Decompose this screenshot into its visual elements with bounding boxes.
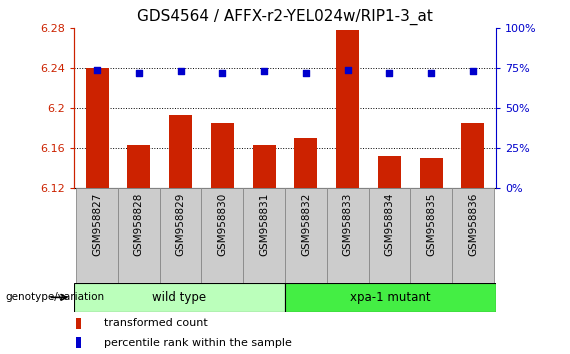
Bar bbox=[211, 123, 234, 188]
Text: transformed count: transformed count bbox=[104, 318, 207, 329]
Bar bbox=[243, 188, 285, 283]
Bar bbox=[336, 30, 359, 188]
Text: GSM958831: GSM958831 bbox=[259, 193, 269, 256]
Text: genotype/variation: genotype/variation bbox=[6, 292, 105, 302]
Point bbox=[343, 67, 352, 73]
Bar bbox=[327, 188, 369, 283]
Bar bbox=[285, 283, 496, 312]
Text: GSM958827: GSM958827 bbox=[92, 193, 102, 256]
Bar bbox=[118, 188, 160, 283]
Bar bbox=[420, 158, 443, 188]
Point bbox=[259, 69, 268, 74]
Bar bbox=[369, 188, 410, 283]
Bar bbox=[285, 188, 327, 283]
Text: GSM958834: GSM958834 bbox=[384, 193, 394, 256]
Text: GSM958832: GSM958832 bbox=[301, 193, 311, 256]
Bar bbox=[378, 156, 401, 188]
Point bbox=[385, 70, 394, 76]
Point bbox=[92, 67, 101, 73]
Point bbox=[135, 70, 144, 76]
Bar bbox=[76, 318, 82, 329]
Text: GSM958830: GSM958830 bbox=[217, 193, 227, 256]
Text: GSM958828: GSM958828 bbox=[134, 193, 144, 256]
Bar bbox=[74, 283, 285, 312]
Bar bbox=[76, 337, 82, 348]
Point bbox=[176, 69, 185, 74]
Bar bbox=[294, 138, 317, 188]
Text: xpa-1 mutant: xpa-1 mutant bbox=[350, 291, 431, 304]
Text: percentile rank within the sample: percentile rank within the sample bbox=[104, 337, 291, 348]
Point bbox=[426, 70, 435, 76]
Bar bbox=[462, 123, 484, 188]
Bar bbox=[127, 145, 150, 188]
Bar bbox=[410, 188, 452, 283]
Bar bbox=[76, 188, 118, 283]
Point bbox=[469, 69, 478, 74]
Text: wild type: wild type bbox=[153, 291, 206, 304]
Bar bbox=[160, 188, 201, 283]
Text: GSM958835: GSM958835 bbox=[426, 193, 436, 256]
Bar bbox=[86, 68, 108, 188]
Text: GSM958836: GSM958836 bbox=[468, 193, 478, 256]
Text: GDS4564 / AFFX-r2-YEL024w/RIP1-3_at: GDS4564 / AFFX-r2-YEL024w/RIP1-3_at bbox=[137, 9, 433, 25]
Text: GSM958833: GSM958833 bbox=[343, 193, 353, 256]
Bar bbox=[452, 188, 494, 283]
Bar bbox=[253, 145, 276, 188]
Text: GSM958829: GSM958829 bbox=[176, 193, 186, 256]
Bar bbox=[169, 115, 192, 188]
Point bbox=[218, 70, 227, 76]
Point bbox=[302, 70, 311, 76]
Bar bbox=[201, 188, 243, 283]
